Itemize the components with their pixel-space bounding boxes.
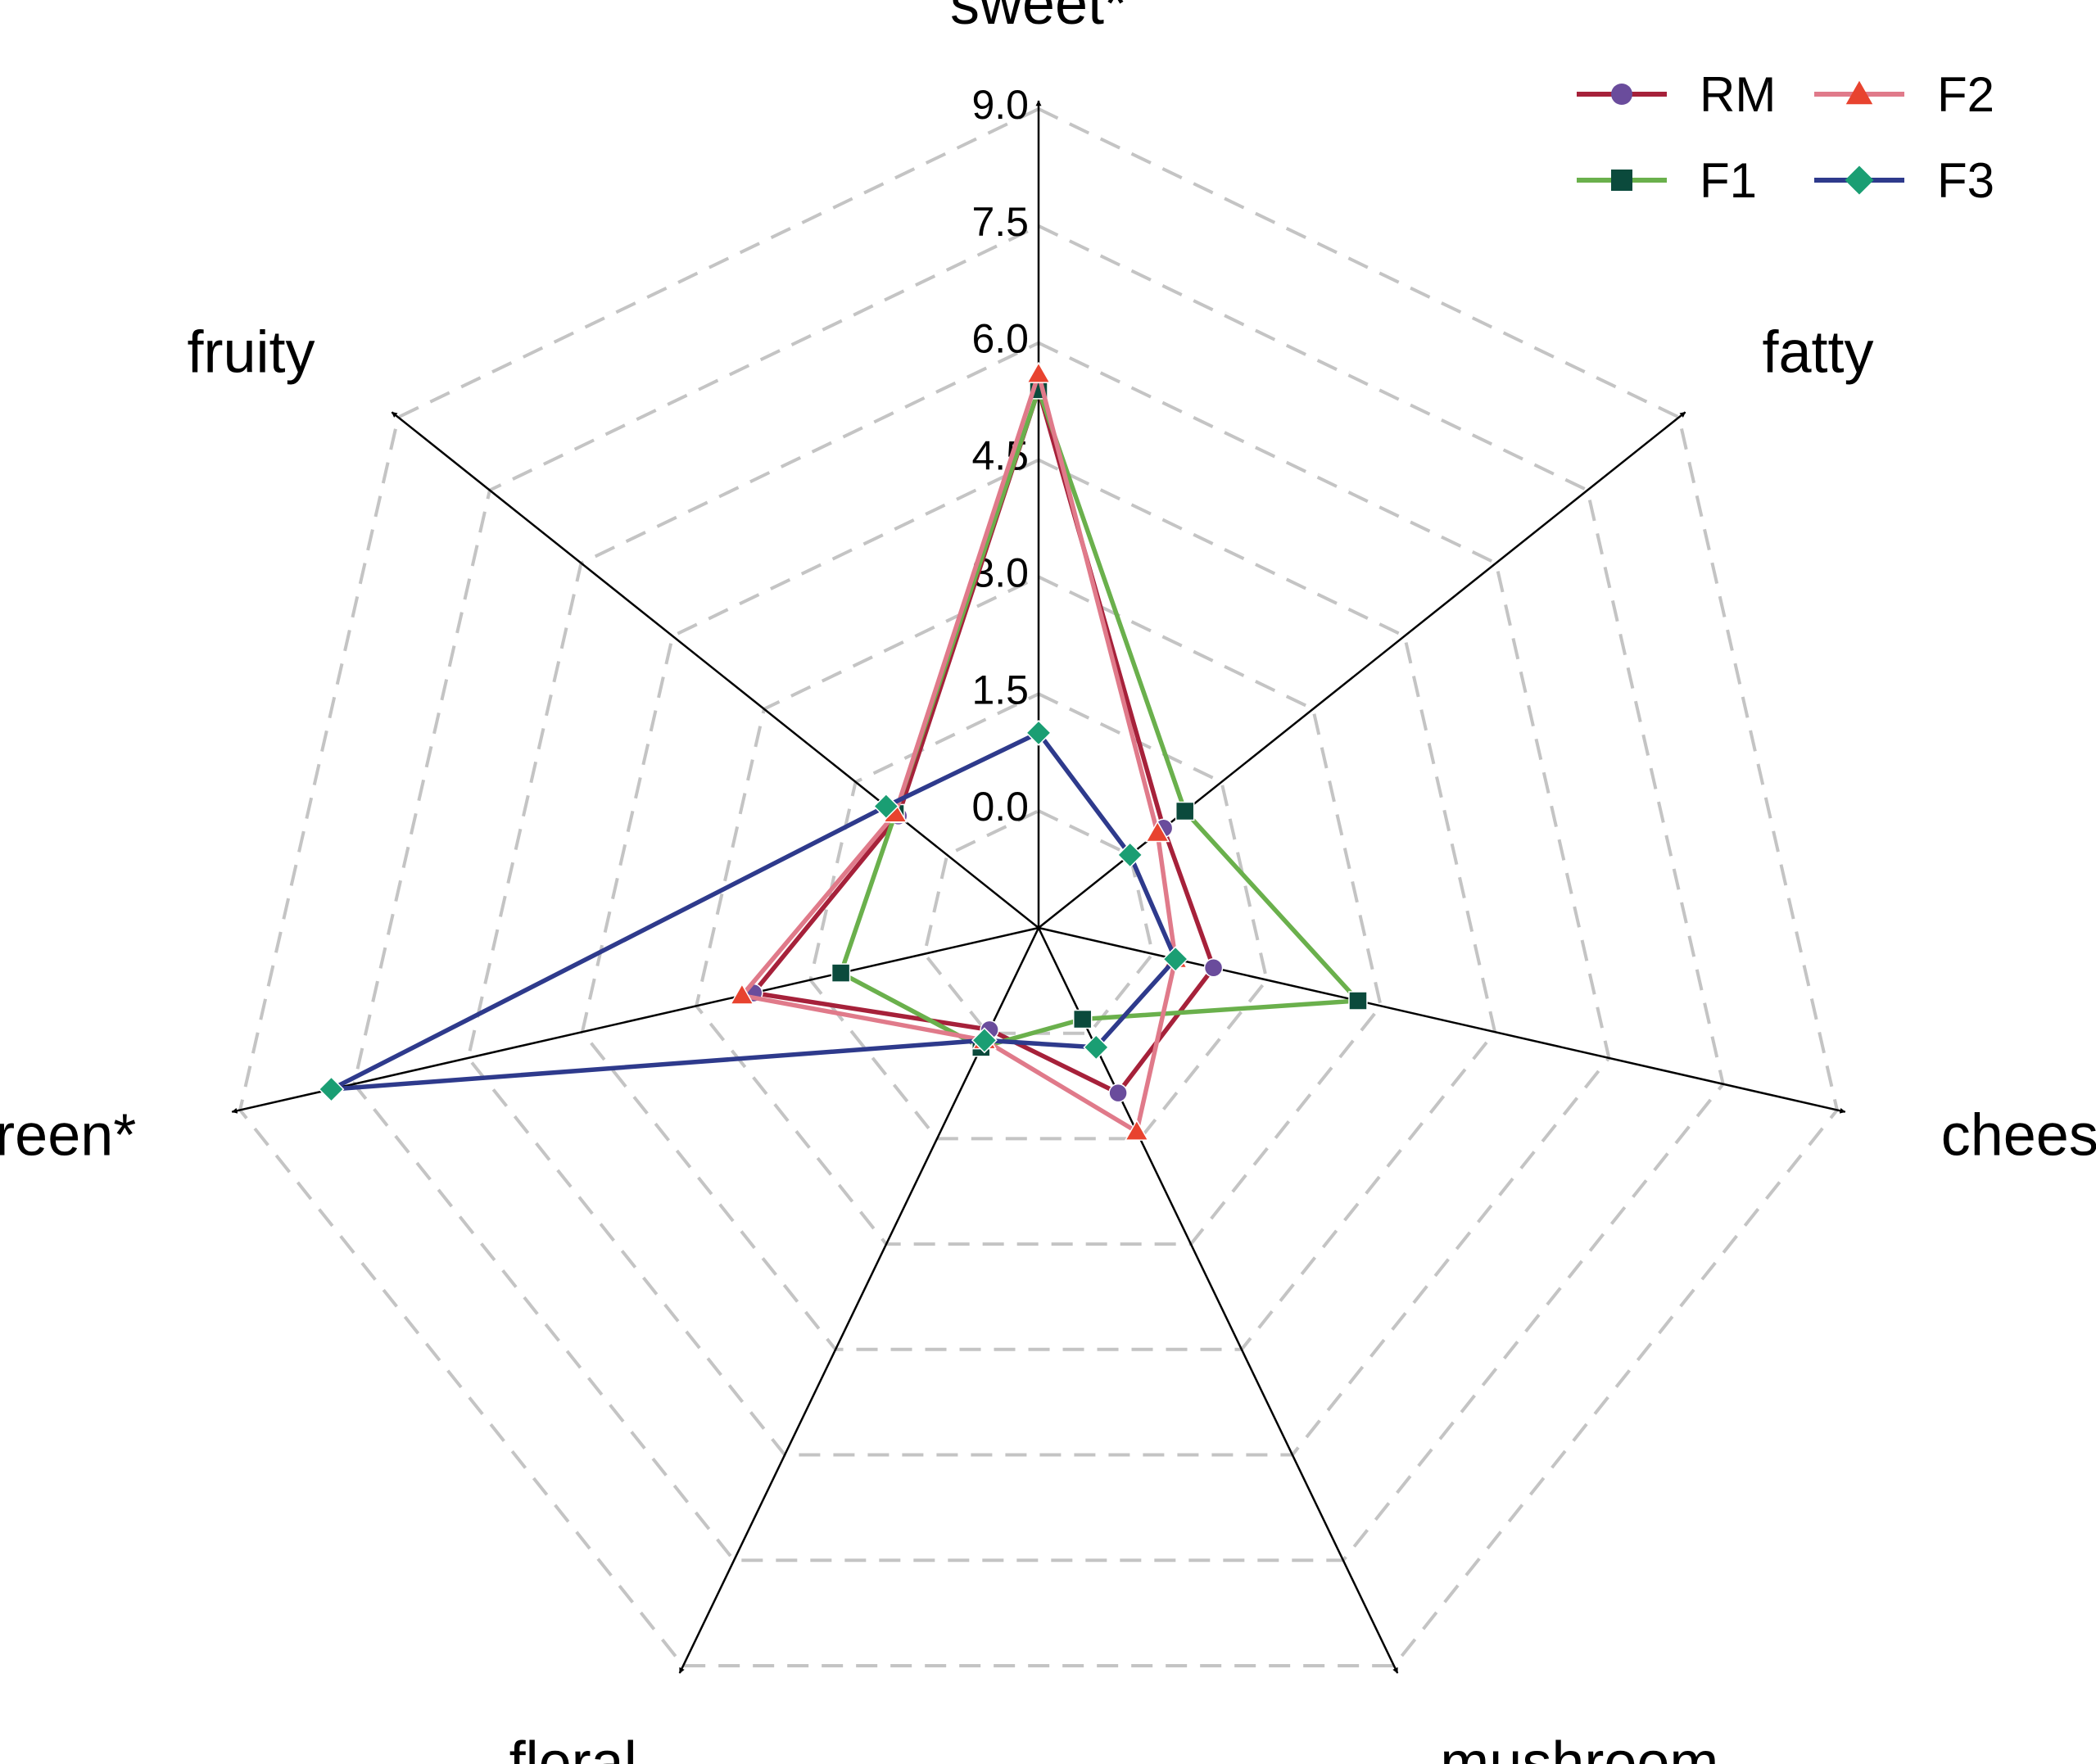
point-f1-green bbox=[831, 963, 851, 983]
legend-marker-f3 bbox=[1845, 165, 1874, 195]
legend-entry-f3: F3 bbox=[1814, 153, 1994, 208]
series-line-f1 bbox=[838, 387, 1360, 1050]
legend: RM F1 F2 F3 bbox=[1577, 67, 1994, 208]
point-f3-fruity bbox=[872, 793, 899, 820]
grid-ring-5 bbox=[352, 224, 1725, 1563]
axis-label-floral: floral bbox=[509, 1730, 637, 1764]
axes-layer bbox=[231, 100, 1846, 1674]
point-f3-sweet bbox=[1025, 719, 1052, 746]
legend-marker-f1 bbox=[1611, 170, 1632, 191]
tick-label-1: 1.5 bbox=[971, 667, 1029, 712]
series-f1 bbox=[831, 380, 1368, 1057]
legend-marker-f2 bbox=[1845, 80, 1873, 105]
axis-label-cheese: cheese bbox=[1941, 1102, 2096, 1168]
point-f1-cheese bbox=[1348, 991, 1368, 1011]
series-line-rm bbox=[751, 387, 1216, 1096]
series-layer bbox=[318, 361, 1368, 1141]
point-f3-floral bbox=[971, 1027, 998, 1054]
legend-label-f2: F2 bbox=[1937, 67, 1994, 122]
axis-label-fatty: fatty bbox=[1763, 320, 1874, 386]
series-line-f3 bbox=[328, 730, 1178, 1092]
axis-label-fruity: fruity bbox=[187, 320, 315, 386]
point-rm-mushroom bbox=[1108, 1083, 1128, 1103]
tick-label-4: 6.0 bbox=[971, 316, 1029, 362]
legend-label-f3: F3 bbox=[1937, 153, 1994, 208]
axis-label-green: green* bbox=[0, 1102, 136, 1168]
series-line-f2 bbox=[740, 372, 1178, 1134]
legend-label-rm: RM bbox=[1700, 67, 1776, 122]
tick-label-6: 9.0 bbox=[971, 82, 1029, 128]
point-f2-green bbox=[729, 983, 754, 1005]
tick-label-0: 0.0 bbox=[971, 784, 1029, 830]
grid-ring-4 bbox=[466, 341, 1611, 1457]
axis-line-fruity bbox=[391, 411, 1039, 929]
grid-ring-6 bbox=[238, 106, 1840, 1667]
point-f1-mushroom bbox=[1072, 1009, 1093, 1029]
grid-ring-1 bbox=[808, 692, 1269, 1141]
point-f3-cheese bbox=[1162, 946, 1189, 973]
point-f2-sweet bbox=[1025, 361, 1052, 383]
point-f2-mushroom bbox=[1124, 1119, 1149, 1141]
point-rm-cheese bbox=[1203, 957, 1224, 978]
grid-ring-2 bbox=[695, 575, 1383, 1246]
point-f3-green bbox=[318, 1076, 345, 1103]
series-f3 bbox=[318, 719, 1189, 1103]
point-f2-fatty bbox=[1145, 820, 1170, 843]
axis-label-sweet: sweet* bbox=[950, 0, 1127, 37]
axis-label-mushroom: mushroom bbox=[1440, 1730, 1718, 1764]
tick-label-5: 7.5 bbox=[971, 199, 1029, 245]
grid-ring-3 bbox=[580, 458, 1497, 1351]
axis-line-green bbox=[231, 926, 1039, 1114]
legend-entry-rm: RM bbox=[1577, 67, 1776, 122]
point-f3-mushroom bbox=[1083, 1034, 1110, 1061]
legend-entry-f2: F2 bbox=[1814, 67, 1994, 122]
legend-label-f1: F1 bbox=[1700, 153, 1757, 208]
tick-labels: 0.01.53.04.56.07.59.0 bbox=[971, 82, 1029, 830]
point-f3-fatty bbox=[1116, 842, 1143, 868]
grid-layer bbox=[238, 106, 1840, 1667]
point-f1-fatty bbox=[1175, 801, 1195, 821]
series-rm bbox=[744, 380, 1224, 1103]
legend-entry-f1: F1 bbox=[1577, 153, 1757, 208]
legend-marker-rm bbox=[1611, 84, 1632, 105]
